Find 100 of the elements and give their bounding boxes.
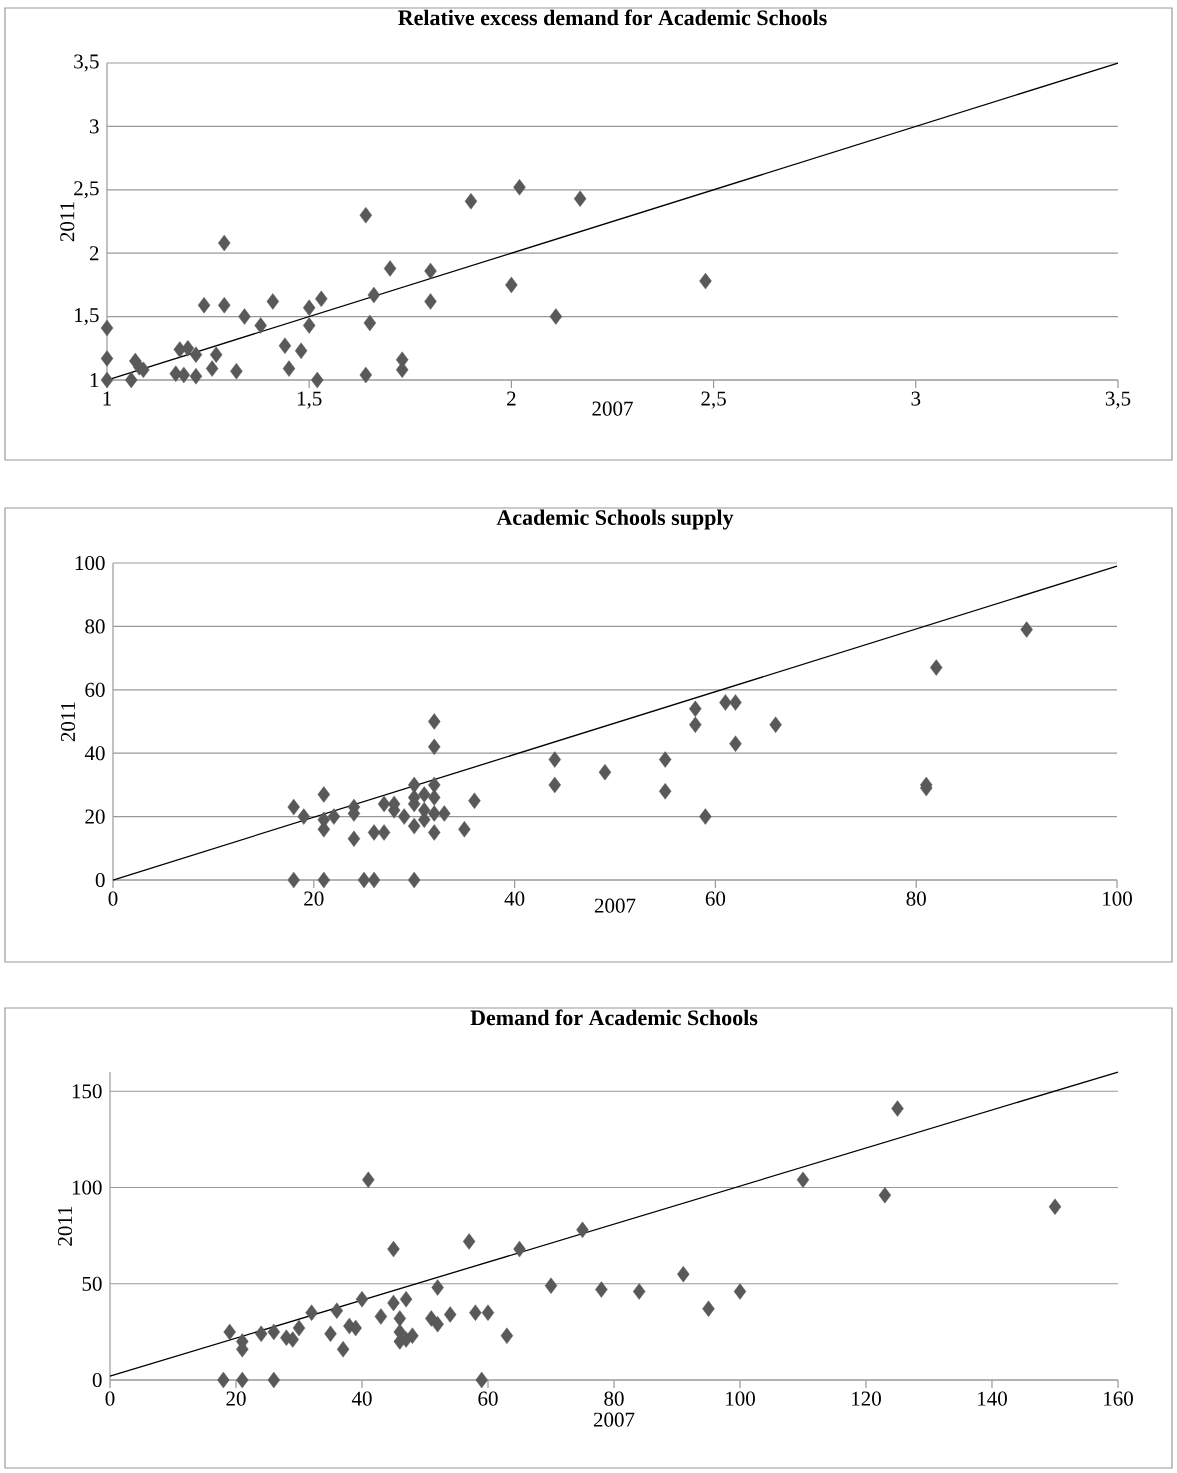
point bbox=[292, 1319, 306, 1337]
point bbox=[189, 346, 203, 363]
point bbox=[209, 346, 223, 363]
x-tick-label: 20 bbox=[304, 891, 324, 906]
point bbox=[181, 340, 195, 357]
point bbox=[464, 193, 478, 210]
point bbox=[303, 299, 316, 316]
y-tick-label: 150 bbox=[72, 1084, 102, 1099]
point bbox=[719, 694, 732, 711]
point bbox=[367, 871, 381, 889]
point bbox=[294, 342, 308, 360]
point bbox=[367, 824, 381, 841]
x-tick-label: 60 bbox=[705, 891, 726, 906]
point bbox=[462, 1233, 476, 1250]
point bbox=[100, 319, 114, 337]
point bbox=[305, 1304, 318, 1321]
point bbox=[500, 1327, 514, 1344]
point bbox=[238, 308, 251, 325]
point bbox=[659, 751, 672, 768]
x-tick-label: 2,5 bbox=[701, 391, 726, 409]
y-tick-label: 60 bbox=[85, 682, 105, 697]
point bbox=[303, 317, 316, 334]
point bbox=[428, 738, 441, 756]
point bbox=[431, 1315, 444, 1333]
point bbox=[428, 776, 441, 794]
point bbox=[377, 795, 391, 813]
point bbox=[548, 751, 561, 768]
point bbox=[699, 808, 712, 825]
point bbox=[443, 1306, 457, 1323]
point bbox=[729, 694, 742, 711]
x-tick-label: 40 bbox=[351, 1391, 372, 1406]
point bbox=[236, 1371, 249, 1389]
point bbox=[377, 824, 391, 841]
point bbox=[769, 716, 782, 733]
point bbox=[576, 1221, 589, 1239]
point bbox=[891, 1100, 904, 1117]
point bbox=[317, 786, 331, 803]
point bbox=[286, 1331, 299, 1348]
y-tick-label: 2,5 bbox=[74, 181, 99, 199]
point bbox=[428, 824, 441, 841]
point bbox=[197, 297, 211, 314]
x-tick-label: 100 bbox=[1103, 891, 1132, 906]
y-tick-label: 80 bbox=[85, 619, 105, 634]
x-tick-label: 3,5 bbox=[1105, 391, 1131, 409]
point bbox=[469, 1304, 482, 1321]
x-tick-label: 120 bbox=[852, 1391, 881, 1406]
x-tick-label: 160 bbox=[1104, 1391, 1133, 1406]
point bbox=[267, 1371, 280, 1389]
point bbox=[282, 360, 296, 377]
point bbox=[254, 317, 267, 334]
point bbox=[729, 735, 742, 752]
x-tick-label: 60 bbox=[478, 1391, 498, 1406]
point bbox=[311, 371, 324, 389]
y-tick-label: 3 bbox=[89, 119, 99, 134]
x-tick-label: 140 bbox=[978, 1391, 1007, 1406]
point bbox=[468, 792, 481, 809]
point bbox=[324, 1325, 337, 1343]
y-tick-label: 50 bbox=[82, 1276, 102, 1291]
point bbox=[287, 871, 300, 889]
point bbox=[595, 1281, 608, 1298]
point bbox=[387, 1240, 400, 1258]
x-axis-title: 2007 bbox=[594, 898, 636, 913]
x-tick-label: 0 bbox=[108, 891, 118, 906]
x-tick-label: 20 bbox=[226, 1391, 246, 1406]
x-tick-label: 3 bbox=[911, 391, 921, 406]
point bbox=[406, 1327, 419, 1344]
point bbox=[544, 1277, 558, 1294]
y-tick-label: 0 bbox=[95, 872, 105, 888]
point bbox=[297, 808, 310, 825]
point bbox=[549, 308, 563, 325]
point bbox=[399, 1290, 413, 1308]
point bbox=[424, 293, 437, 310]
point bbox=[408, 776, 421, 794]
point bbox=[428, 805, 441, 822]
y-tick-label: 3,5 bbox=[74, 54, 99, 72]
point bbox=[1048, 1198, 1062, 1215]
point bbox=[359, 366, 373, 384]
point bbox=[475, 1371, 488, 1389]
point bbox=[393, 1310, 406, 1327]
y-tick-label: 1,5 bbox=[75, 308, 99, 326]
point bbox=[349, 1319, 362, 1337]
x-tick-label: 0 bbox=[105, 1391, 115, 1406]
y-axis-title: 2011 bbox=[57, 1206, 73, 1246]
point bbox=[689, 700, 702, 718]
point bbox=[418, 786, 431, 803]
point bbox=[573, 190, 587, 207]
point bbox=[125, 371, 138, 389]
x-axis-title: 2007 bbox=[593, 1412, 635, 1427]
point bbox=[177, 366, 191, 384]
chart-title: Demand for Academic Schools bbox=[470, 1009, 758, 1026]
point bbox=[336, 1341, 350, 1358]
point bbox=[513, 1240, 526, 1258]
point bbox=[100, 350, 114, 367]
x-tick-label: 40 bbox=[504, 891, 525, 906]
y-tick-label: 20 bbox=[85, 809, 105, 824]
point bbox=[317, 871, 331, 889]
x-axis-title: 2007 bbox=[592, 401, 633, 416]
point bbox=[218, 297, 231, 314]
point bbox=[408, 871, 421, 889]
y-tick-label: 0 bbox=[92, 1372, 102, 1388]
